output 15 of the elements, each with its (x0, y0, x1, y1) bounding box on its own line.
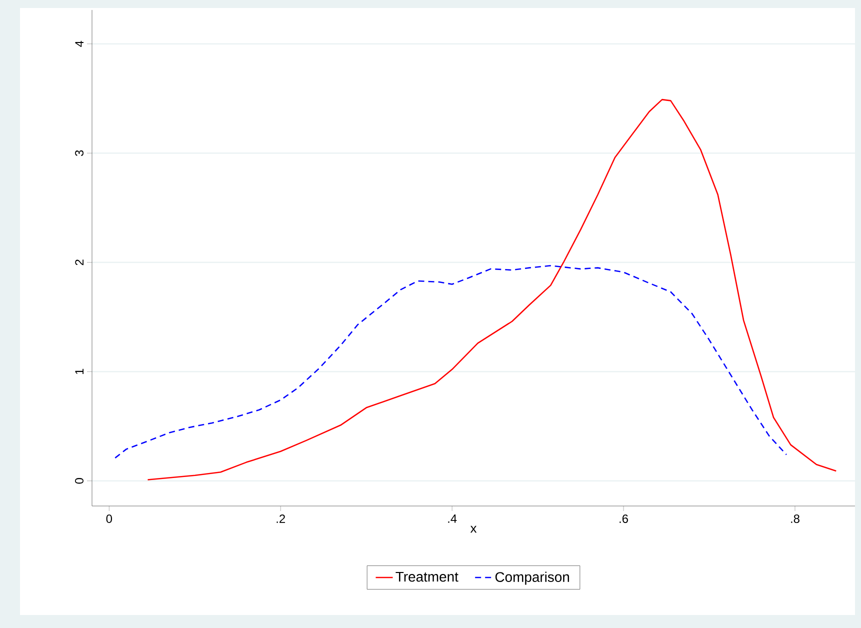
line-series (114, 264, 788, 459)
x-tick-label: .4 (448, 514, 457, 523)
y-tick-label: 3 (75, 150, 84, 156)
x-tick-label: .6 (620, 514, 628, 523)
x-tick-label: .2 (276, 514, 285, 523)
x-axis-title: x (470, 526, 477, 533)
y-tick-label: 0 (75, 478, 84, 484)
y-tick-label: 4 (75, 40, 84, 47)
legend-label: Comparison (495, 572, 570, 585)
x-tick-label: .8 (791, 514, 800, 523)
y-tick-label: 2 (75, 260, 84, 266)
line-series (147, 98, 837, 480)
x-tick-label: 0 (106, 514, 112, 523)
legend-label: Treatment (396, 572, 458, 582)
y-tick-label: 1 (75, 368, 84, 374)
